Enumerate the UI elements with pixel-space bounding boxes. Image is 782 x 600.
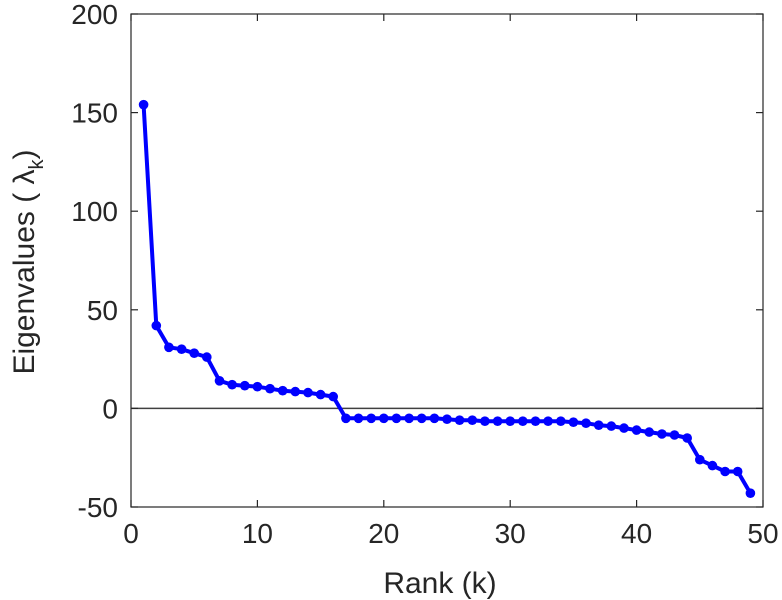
data-point bbox=[505, 416, 515, 427]
x-tick-label: 0 bbox=[123, 518, 139, 549]
data-point bbox=[593, 420, 604, 431]
data-point bbox=[454, 415, 465, 426]
data-point bbox=[492, 416, 503, 427]
data-point bbox=[631, 425, 642, 435]
y-axis-title: Eigenvalues ( λk) bbox=[8, 149, 48, 374]
data-point bbox=[303, 387, 313, 398]
data-point bbox=[353, 413, 364, 424]
data-point bbox=[164, 342, 174, 353]
y-axis-title-subscript: k bbox=[26, 158, 48, 169]
data-point bbox=[695, 454, 705, 465]
data-point bbox=[404, 413, 414, 424]
y-axis-title-suffix: ) bbox=[8, 149, 41, 159]
data-point bbox=[707, 460, 718, 471]
data-point bbox=[189, 348, 199, 359]
x-tick-label: 40 bbox=[621, 518, 652, 549]
data-point bbox=[732, 466, 743, 477]
data-point bbox=[657, 429, 667, 439]
data-point bbox=[669, 430, 680, 440]
data-point bbox=[543, 416, 553, 427]
data-point bbox=[277, 385, 288, 396]
data-point bbox=[467, 415, 478, 426]
data-point bbox=[606, 421, 617, 431]
y-tick-label: -50 bbox=[78, 492, 118, 523]
y-tick-label: 50 bbox=[87, 295, 118, 326]
data-point bbox=[442, 414, 452, 425]
data-point bbox=[138, 99, 149, 110]
x-tick-label: 30 bbox=[495, 518, 526, 549]
data-point bbox=[366, 413, 377, 424]
data-point bbox=[391, 413, 402, 424]
data-point bbox=[619, 423, 629, 433]
axes-box bbox=[130, 13, 764, 508]
data-point bbox=[720, 466, 730, 477]
y-tick-label: 150 bbox=[71, 98, 118, 129]
data-point bbox=[328, 391, 339, 402]
data-point bbox=[214, 376, 225, 386]
data-point bbox=[265, 383, 275, 394]
data-point bbox=[644, 427, 654, 437]
data-point bbox=[745, 488, 756, 499]
x-axis-title: Rank (k) bbox=[383, 567, 496, 600]
x-tick-label: 20 bbox=[368, 518, 399, 549]
data-point bbox=[530, 416, 541, 427]
data-point bbox=[252, 381, 263, 392]
data-point bbox=[341, 413, 351, 424]
data-point bbox=[480, 416, 490, 427]
data-point bbox=[556, 416, 566, 427]
data-point bbox=[290, 386, 301, 397]
data-point bbox=[240, 380, 250, 391]
data-point bbox=[227, 379, 237, 390]
x-tick-label: 10 bbox=[242, 518, 273, 549]
plot-area bbox=[131, 14, 763, 507]
y-axis-title-lambda: λ bbox=[8, 169, 41, 184]
data-point bbox=[568, 417, 579, 428]
data-point bbox=[151, 320, 162, 331]
data-point bbox=[176, 344, 187, 355]
data-point bbox=[682, 433, 692, 443]
data-point bbox=[315, 389, 326, 400]
data-point bbox=[581, 418, 591, 429]
data-point bbox=[202, 352, 212, 362]
data-point bbox=[379, 413, 389, 424]
y-tick-label: 100 bbox=[71, 196, 118, 227]
data-point bbox=[429, 413, 440, 424]
y-tick-label: 200 bbox=[71, 0, 118, 30]
y-tick-label: 0 bbox=[102, 393, 118, 424]
data-point bbox=[416, 413, 427, 424]
x-tick-label: 50 bbox=[747, 518, 778, 549]
y-axis-title-prefix: Eigenvalues ( bbox=[8, 184, 41, 374]
data-point bbox=[518, 416, 528, 427]
